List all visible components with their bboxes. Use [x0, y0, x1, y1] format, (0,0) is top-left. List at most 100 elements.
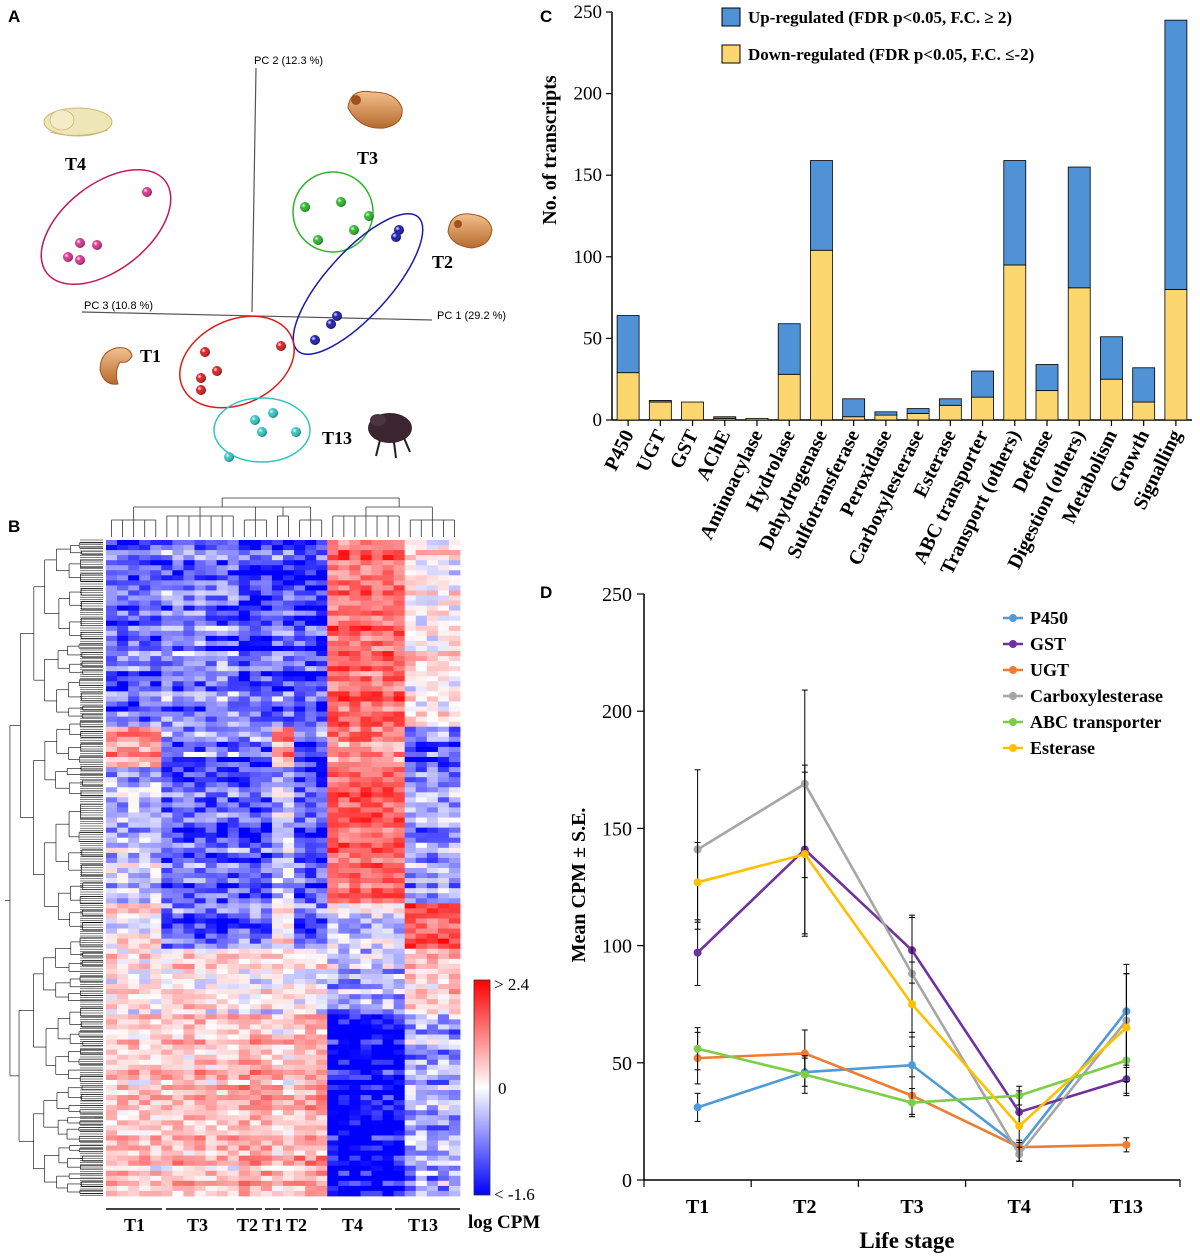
heatmap-cell — [139, 958, 151, 965]
heatmap-cell — [393, 888, 406, 894]
heatmap-cell — [371, 1039, 383, 1046]
heatmap-cell — [161, 711, 173, 718]
heatmap-cell — [371, 681, 383, 687]
heatmap-cell — [426, 989, 439, 995]
heatmap-cell — [393, 721, 406, 728]
heatmap-cell — [371, 1090, 383, 1096]
heatmap-cell — [294, 1090, 306, 1096]
heatmap-cell — [404, 570, 417, 576]
heatmap-cell — [437, 963, 450, 970]
heatmap-cell — [393, 711, 406, 718]
heatmap-cell — [338, 620, 350, 627]
heatmap-cell — [426, 706, 439, 712]
heatmap-cell — [260, 1095, 273, 1101]
heatmap-cell — [371, 903, 383, 909]
heatmap-cell — [139, 1165, 151, 1172]
heatmap-cell — [117, 686, 129, 692]
heatmap-cell — [437, 782, 450, 788]
heatmap-cell — [360, 832, 372, 839]
heatmap-cell — [283, 1100, 295, 1106]
heatmap-cell — [360, 656, 372, 662]
heatmap-cell — [194, 565, 206, 571]
heatmap-cell — [249, 847, 262, 854]
heatmap-cell — [271, 762, 284, 768]
heatmap-cell — [260, 792, 273, 798]
heatmap-cell — [249, 706, 262, 712]
heatmap-cell — [349, 751, 361, 758]
heatmap-cell — [448, 1064, 461, 1071]
heatmap-cell — [305, 615, 317, 622]
heatmap-cell — [393, 918, 406, 924]
heatmap-cell — [249, 1150, 262, 1157]
heatmap-cell — [139, 610, 151, 617]
heatmap-cell — [260, 570, 273, 576]
heatmap-cell — [294, 610, 306, 617]
heatmap-cell — [150, 661, 162, 667]
heatmap-cell — [338, 857, 350, 864]
heatmap-cell — [404, 560, 417, 566]
heatmap-cell — [205, 560, 218, 566]
heatmap-cell — [139, 968, 151, 975]
heatmap-cell — [294, 630, 306, 637]
heatmap-cell — [150, 746, 162, 753]
heatmap-cell — [316, 923, 328, 929]
heatmap-cell — [338, 938, 350, 945]
heatmap-cell — [305, 590, 317, 596]
heatmap-cell — [338, 605, 350, 612]
heatmap-cell — [426, 1105, 439, 1111]
heatmap-cell — [172, 691, 184, 697]
heatmap-cell — [382, 1160, 395, 1167]
heatmap-cell — [106, 1004, 118, 1010]
column-group-label-t2: T2 — [237, 1215, 258, 1235]
heatmap-cell — [415, 550, 428, 556]
heatmap-cell — [249, 772, 262, 778]
heatmap-cell — [360, 651, 372, 657]
heatmap-cell — [404, 1014, 417, 1020]
heatmap-cell — [227, 595, 240, 601]
heatmap-cell — [117, 640, 129, 647]
heatmap-cell — [271, 938, 284, 945]
heatmap-cell — [150, 1064, 162, 1071]
heatmap-cell — [283, 691, 295, 697]
heatmap-cell — [316, 686, 328, 692]
heatmap-cell — [393, 1190, 406, 1197]
heatmap-cell — [161, 994, 173, 1000]
heatmap-cell — [393, 928, 406, 934]
heatmap-cell — [128, 1175, 140, 1182]
heatmap-cell — [338, 711, 350, 718]
heatmap-cell — [249, 989, 262, 995]
heatmap-cell — [327, 620, 339, 627]
heatmap-cell — [216, 550, 229, 556]
heatmap-cell — [294, 989, 306, 995]
heatmap-cell — [106, 1084, 118, 1091]
heatmap-cell — [327, 787, 339, 793]
heatmap-cell — [205, 661, 218, 667]
heatmap-cell — [294, 847, 306, 854]
heatmap-cell — [106, 590, 118, 596]
heatmap-cell — [305, 767, 317, 773]
heatmap-cell — [183, 984, 195, 990]
heatmap-cell — [316, 610, 328, 617]
heatmap-cell — [172, 550, 184, 556]
heatmap-cell — [172, 953, 184, 960]
heatmap-cell — [194, 767, 206, 773]
heatmap-cell — [172, 706, 184, 712]
heatmap-cell — [194, 984, 206, 990]
heatmap-cell — [404, 777, 417, 783]
heatmap-cell — [150, 1100, 162, 1106]
heatmap-cell — [249, 645, 262, 652]
heatmap-cell — [305, 973, 317, 980]
heatmap-cell — [117, 1135, 129, 1141]
heatmap-cell — [437, 878, 450, 884]
heatmap-cell — [360, 756, 372, 763]
heatmap-cell — [283, 645, 295, 652]
heatmap-cell — [371, 575, 383, 581]
bar-chart: 050100150200250P450UGTGSTAChEAminoacylas… — [574, 2, 1192, 578]
heatmap-cell — [415, 736, 428, 743]
heatmap-cell — [382, 862, 395, 869]
heatmap-cell — [216, 696, 229, 702]
heatmap-cell — [117, 1185, 129, 1192]
heatmap-cell — [316, 540, 328, 546]
heatmap-cell — [150, 787, 162, 793]
heatmap-cell — [260, 772, 273, 778]
